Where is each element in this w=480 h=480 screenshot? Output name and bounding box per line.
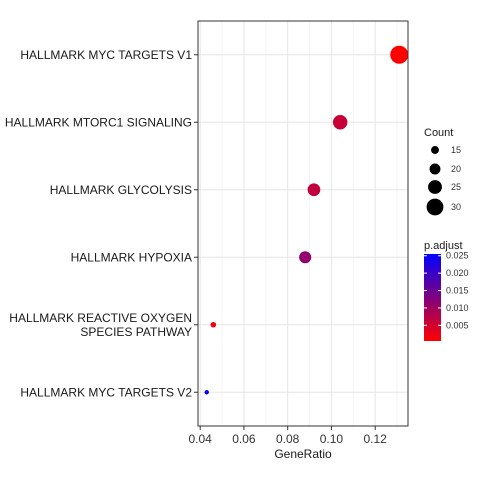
count-legend-label: 15 xyxy=(451,145,461,155)
plot-panel xyxy=(197,20,409,427)
count-legend-key xyxy=(431,146,439,154)
y-tick-label: HALLMARK GLYCOLYSIS xyxy=(50,183,192,197)
colorbar-tick-label: 0.015 xyxy=(446,286,469,296)
count-legend-key xyxy=(426,198,444,216)
count-legend-key xyxy=(428,180,442,194)
count-legend-label: 30 xyxy=(451,202,461,212)
x-tick-label: 0.12 xyxy=(364,432,388,446)
data-point xyxy=(299,251,312,264)
data-point xyxy=(307,183,321,197)
count-legend-title: Count xyxy=(424,127,453,139)
y-tick-label: HALLMARK HYPOXIA xyxy=(71,250,192,264)
colorbar-tick-label: 0.020 xyxy=(446,268,469,278)
y-tick-label: HALLMARK MTORC1 SIGNALING xyxy=(5,115,192,129)
count-legend-label: 25 xyxy=(451,182,461,192)
y-tick-label: HALLMARK MYC TARGETS V2 xyxy=(20,385,192,399)
y-tick-label: HALLMARK REACTIVE OXYGEN xyxy=(9,311,192,325)
y-tick-label: SPECIES PATHWAY xyxy=(80,325,192,339)
colorbar-tick-label: 0.025 xyxy=(446,251,469,261)
count-legend-key xyxy=(429,163,441,175)
colorbar-tick-label: 0.005 xyxy=(446,320,469,330)
p-adjust-colorbar xyxy=(424,254,441,341)
p-adjust-legend: p.adjust 0.005 0.010 0.015 0.020 0.025 xyxy=(424,240,469,341)
x-axis-title: GeneRatio xyxy=(274,447,332,461)
data-point xyxy=(204,390,209,395)
x-tick-label: 0.08 xyxy=(276,432,300,446)
data-point xyxy=(390,45,409,64)
panel-background xyxy=(198,21,408,426)
y-tick-label: HALLMARK MYC TARGETS V1 xyxy=(20,48,192,62)
y-axis-labels: HALLMARK MYC TARGETS V1 HALLMARK MTORC1 S… xyxy=(5,48,198,399)
panel-border xyxy=(197,20,409,427)
x-tick-label: 0.10 xyxy=(320,432,344,446)
count-legend: Count 15 20 25 30 xyxy=(424,127,461,216)
x-axis: 0.04 0.06 0.08 0.10 0.12 xyxy=(189,426,388,446)
x-tick-label: 0.06 xyxy=(232,432,256,446)
p-adjust-legend-title: p.adjust xyxy=(424,240,463,252)
data-point xyxy=(210,321,217,328)
count-legend-label: 20 xyxy=(451,164,461,174)
x-tick-label: 0.04 xyxy=(189,432,213,446)
colorbar-tick-label: 0.010 xyxy=(446,303,469,313)
data-point xyxy=(332,115,348,130)
